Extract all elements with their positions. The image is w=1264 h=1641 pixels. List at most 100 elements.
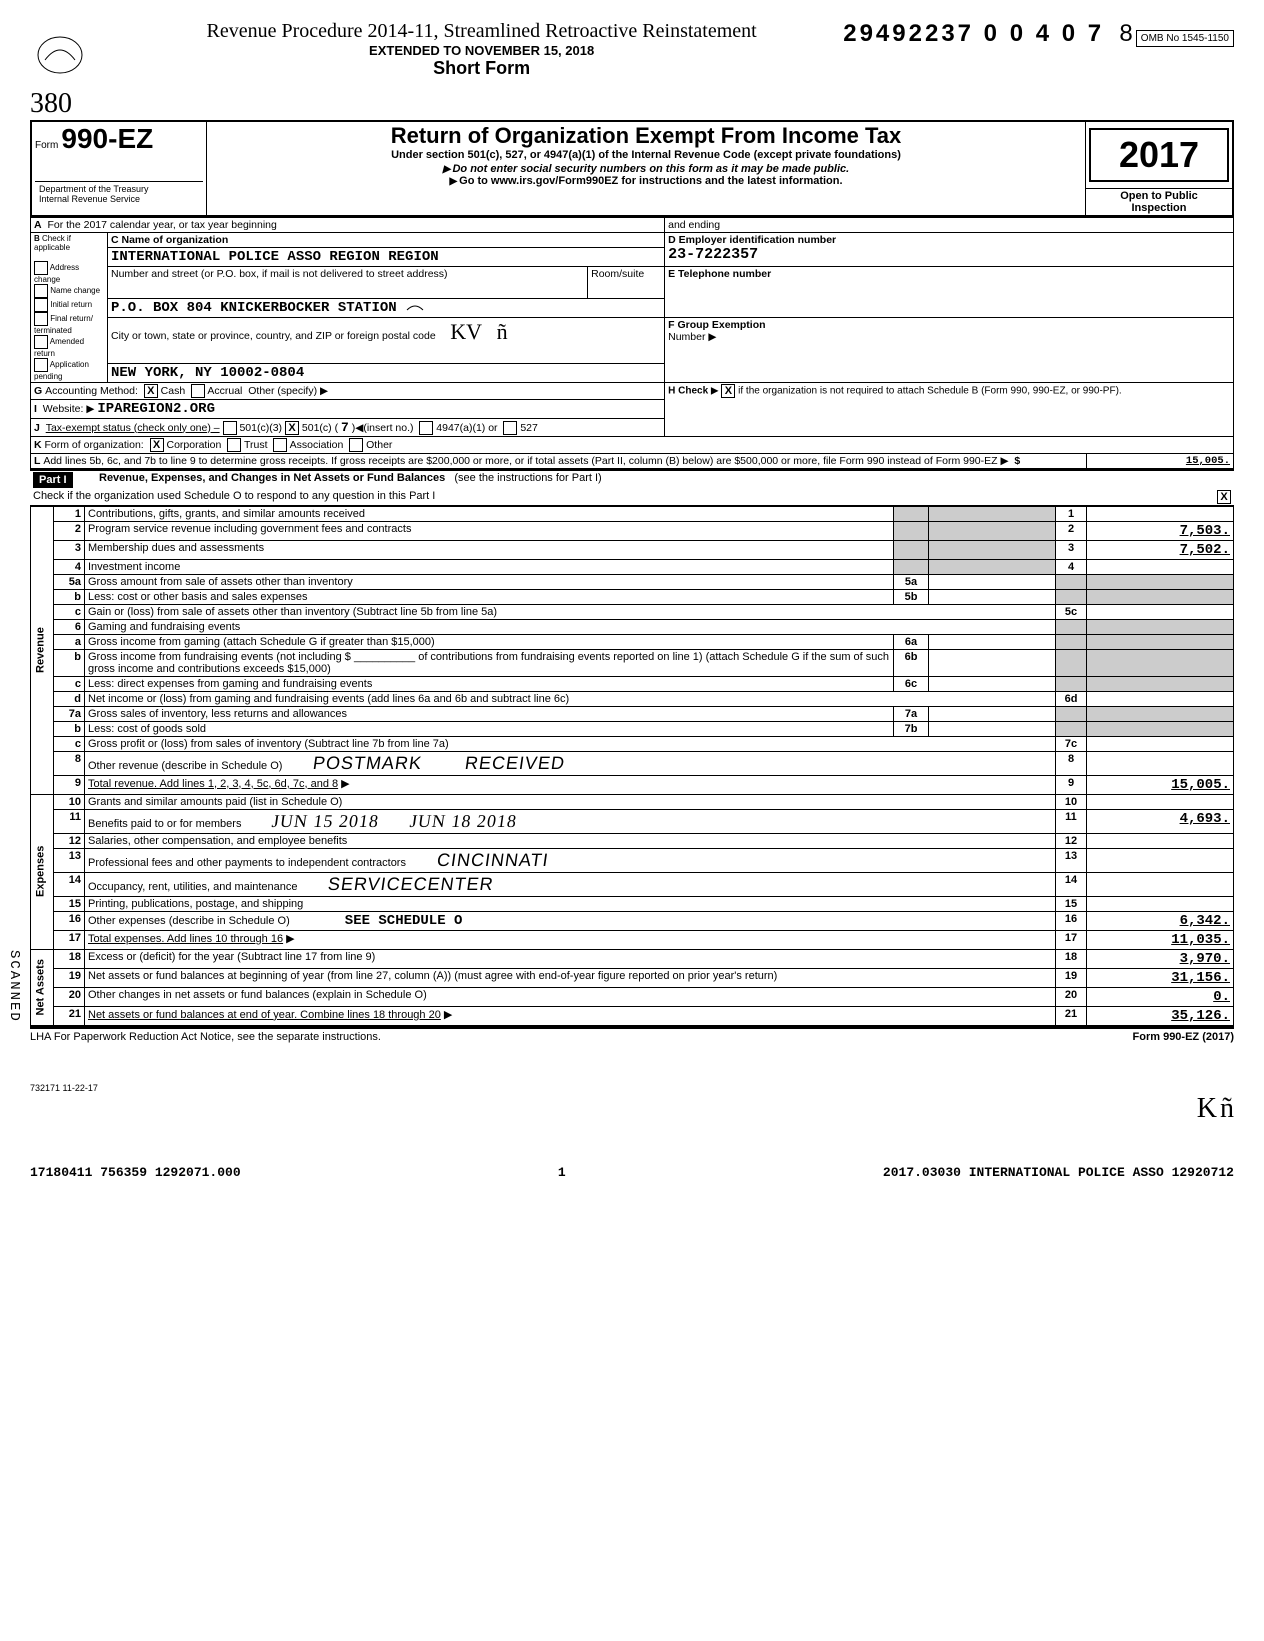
check-pending[interactable] [34,358,48,372]
num-3: 3 [75,542,81,554]
label-7a: Gross sales of inventory, less returns a… [85,706,894,721]
num-17: 17 [69,932,81,944]
col-5c: 5c [1056,604,1087,619]
part1-check[interactable] [1217,490,1231,504]
label-18: Excess or (deficit) for the year (Subtra… [85,949,1056,968]
label-17: Total expenses. Add lines 10 through 16 [88,933,283,945]
check-4947[interactable] [419,421,433,435]
lbl-other-specify: Other (specify) [248,384,317,396]
lha-notice: LHA For Paperwork Reduction Act Notice, … [30,1031,381,1043]
check-501c3[interactable] [223,421,237,435]
part1-see: (see the instructions for Part I) [454,472,601,484]
l-amount: 15,005. [1087,453,1234,468]
col-17: 17 [1056,930,1087,949]
col-13: 13 [1056,848,1087,872]
check-trust[interactable] [227,438,241,452]
num-6: 6 [75,621,81,633]
check-address[interactable] [34,261,48,275]
col-8: 8 [1056,751,1087,775]
val-20: 0. [1087,987,1234,1006]
val-15 [1087,896,1234,911]
and-ending: and ending [668,219,720,231]
col-20: 20 [1056,987,1087,1006]
num-10: 10 [69,796,81,808]
part1-check-text: Check if the organization used Schedule … [33,490,435,502]
col-3: 3 [1056,540,1087,559]
check-accrual[interactable] [191,384,205,398]
line-a: For the 2017 calendar year, or tax year … [47,219,276,231]
check-h[interactable] [721,384,735,398]
mini-6c: 6c [894,676,929,691]
lbl-4947: 4947(a)(1) or [436,422,497,434]
lbl-501c3: 501(c)(3) [239,422,282,434]
extended-date: EXTENDED TO NOVEMBER 15, 2018 [120,43,843,58]
num-7c: c [75,738,81,750]
part1-header: Part I Revenue, Expenses, and Changes in… [30,469,1234,506]
col-2: 2 [1056,521,1087,540]
num-5a: 5a [69,576,81,588]
label-3: Membership dues and assessments [85,540,894,559]
val-6d [1087,691,1234,706]
lbl-assoc: Association [290,439,344,451]
vlabel-revenue: Revenue [31,506,54,794]
scanned-side-text: SCANNED [6,950,22,1023]
check-corp[interactable] [150,438,164,452]
dln-number: 29492237 0 0 4 0 7 [843,20,1104,47]
vlabel-expenses: Expenses [31,794,54,949]
val-16: 6,342. [1087,911,1234,930]
do-not-enter: Do not enter social security numbers on … [210,163,1082,175]
label-9: Total revenue. Add lines 1, 2, 3, 4, 5c,… [88,778,338,790]
val-13 [1087,848,1234,872]
initial-2: ñ [1220,1093,1234,1124]
stamp-postmark: POSTMARK [312,753,424,774]
col-6d: 6d [1056,691,1087,706]
check-527[interactable] [503,421,517,435]
footer-left: 17180411 756359 1292071.000 [30,1165,241,1180]
code-footer: 732171 11-22-17 [30,1083,1234,1093]
lbl-501c: 501(c) ( [302,422,338,434]
d-label: D Employer identification number [668,234,836,246]
city-label: City or town, state or province, country… [111,330,436,342]
ein: 23-7222357 [668,246,758,263]
initials-1: KV [450,319,482,344]
check-name[interactable] [34,284,48,298]
check-amended[interactable] [34,335,48,349]
num-6b: b [74,651,81,663]
org-name: INTERNATIONAL POLICE ASSO REGION REGION [108,247,665,266]
lbl-other-k: Other [366,439,392,451]
label-20: Other changes in net assets or fund bala… [85,987,1056,1006]
val-2: 7,503. [1087,521,1234,540]
check-cash[interactable] [144,384,158,398]
check-other-k[interactable] [349,438,363,452]
mini-6a: 6a [894,634,929,649]
room-suite-label: Room/suite [591,268,644,280]
label-6c: Less: direct expenses from gaming and fu… [85,676,894,691]
inspection: Inspection [1089,202,1229,214]
page-8: 8 [1119,20,1132,47]
stamp-servicecenter: SERVICECENTER [327,874,496,895]
short-form: Short Form [120,58,843,79]
label-16: Other expenses (describe in Schedule O) [88,915,290,927]
initial-k: K [1197,1093,1217,1124]
form-header-table: Form 990-EZ Department of the Treasury I… [30,120,1234,217]
col-19: 19 [1056,968,1087,987]
check-assoc[interactable] [273,438,287,452]
j-label: Tax-exempt status (check only one) – [46,422,220,434]
stamp-cincinnati: CINCINNATI [435,850,550,871]
val-21: 35,126. [1087,1006,1234,1026]
lbl-corp: Corporation [167,439,222,451]
val-11: 4,693. [1087,809,1234,833]
label-10: Grants and similar amounts paid (list in… [85,794,1056,809]
col-11: 11 [1056,809,1087,833]
num-1: 1 [75,508,81,520]
check-initial[interactable] [34,298,48,312]
label-7c: Gross profit or (loss) from sales of inv… [85,736,1056,751]
footer-line: 17180411 756359 1292071.000 1 2017.03030… [30,1165,1234,1180]
arrow-curve-icon [405,300,425,314]
num-7b: b [74,723,81,735]
under-section: Under section 501(c), 527, or 4947(a)(1)… [210,149,1082,161]
check-final[interactable] [34,312,48,326]
check-501c[interactable] [285,421,299,435]
b-label: Check if applicable [34,234,71,252]
logo-number: 380 [30,88,120,120]
